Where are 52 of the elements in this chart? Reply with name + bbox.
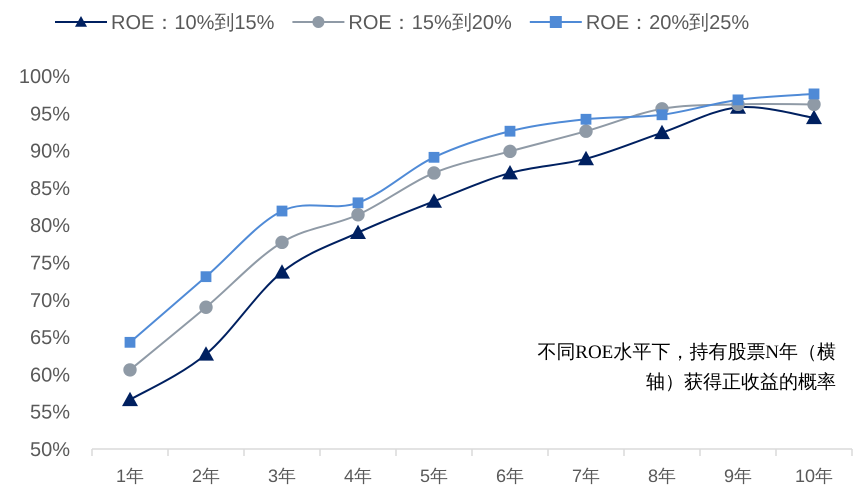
point bbox=[198, 346, 214, 361]
point bbox=[199, 300, 213, 314]
x-tick-label: 3年 bbox=[268, 466, 296, 486]
point bbox=[352, 197, 364, 208]
point bbox=[122, 392, 138, 406]
y-tick-label: 90% bbox=[30, 140, 70, 163]
y-tick-label: 80% bbox=[30, 215, 70, 238]
point bbox=[732, 94, 744, 106]
legend-label: ROE：10%到15% bbox=[111, 12, 275, 34]
annotations: 不同ROE水平下，持有股票N年（横轴）获得正收益的概率 bbox=[537, 342, 836, 393]
x-tick-label: 9年 bbox=[724, 466, 752, 486]
point bbox=[656, 109, 668, 120]
point bbox=[275, 236, 289, 250]
y-tick-label: 100% bbox=[18, 66, 70, 88]
point bbox=[351, 208, 365, 222]
point bbox=[200, 271, 212, 282]
point bbox=[579, 124, 593, 138]
point bbox=[276, 206, 288, 216]
point bbox=[654, 124, 670, 140]
x-tick-label: 2年 bbox=[192, 466, 220, 486]
x-tick-label: 1年 bbox=[116, 466, 144, 486]
y-tick-label: 95% bbox=[30, 103, 70, 126]
x-tick-label: 10年 bbox=[794, 466, 834, 486]
point bbox=[503, 144, 517, 158]
point bbox=[426, 193, 442, 208]
y-tick-label: 85% bbox=[30, 178, 70, 200]
point bbox=[808, 88, 820, 100]
y-tick-label: 50% bbox=[30, 439, 70, 461]
legend-label: ROE：20%到25% bbox=[586, 12, 750, 34]
x-tick-label: 8年 bbox=[648, 466, 676, 486]
point bbox=[350, 224, 366, 240]
y-tick-label: 70% bbox=[30, 290, 70, 312]
point bbox=[578, 150, 594, 166]
point bbox=[504, 126, 516, 137]
point bbox=[124, 336, 136, 348]
point bbox=[502, 164, 518, 180]
legend-label: ROE：15%到20% bbox=[348, 12, 512, 34]
point bbox=[427, 166, 441, 180]
y-tick-label: 75% bbox=[30, 252, 70, 274]
x-tick-label: 4年 bbox=[344, 466, 372, 486]
point bbox=[274, 264, 290, 279]
y-tick-label: 55% bbox=[30, 402, 70, 424]
y-tick-label: 60% bbox=[30, 364, 70, 386]
y-tick-label: 65% bbox=[30, 327, 70, 350]
point bbox=[123, 363, 137, 377]
point bbox=[428, 152, 440, 163]
x-tick-label: 7年 bbox=[572, 466, 600, 486]
x-tick-label: 6年 bbox=[496, 466, 524, 486]
point bbox=[806, 110, 822, 124]
point bbox=[807, 98, 821, 112]
x-tick-label: 5年 bbox=[420, 466, 448, 486]
point bbox=[580, 114, 592, 125]
